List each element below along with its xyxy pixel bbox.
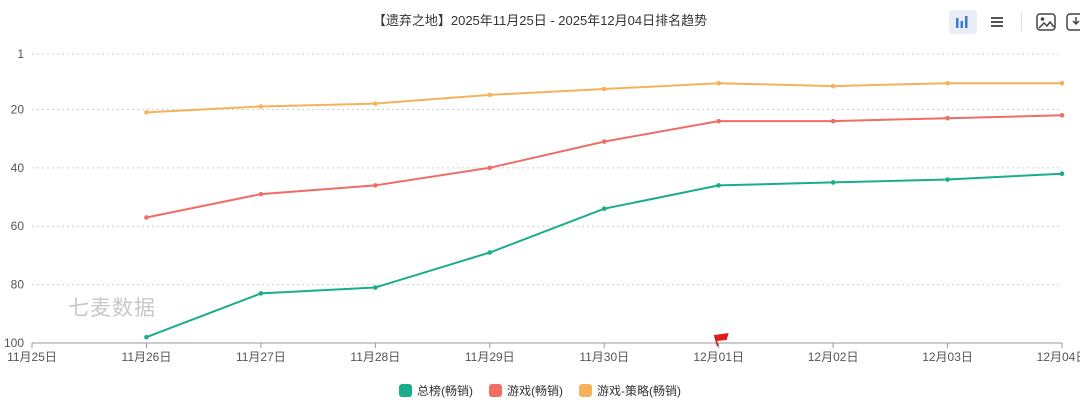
data-point-games[interactable] bbox=[716, 118, 721, 124]
data-point-games[interactable] bbox=[830, 118, 836, 124]
chart-legend: 总榜(畅销) 游戏(畅销) 游戏-策略(畅销) bbox=[0, 382, 1080, 399]
y-tick-label: 20 bbox=[11, 102, 25, 116]
data-point-games[interactable] bbox=[601, 139, 607, 144]
data-point-strategy[interactable] bbox=[487, 92, 493, 98]
x-tick-label: 11月30日 bbox=[579, 350, 629, 364]
x-tick-label: 12月03日 bbox=[922, 350, 973, 364]
legend-swatch bbox=[399, 384, 412, 397]
watermark: 七麦数据 bbox=[68, 297, 156, 320]
data-point-overall[interactable] bbox=[487, 250, 493, 255]
bar-chart-view-button[interactable] bbox=[949, 10, 977, 34]
data-point-strategy[interactable] bbox=[258, 104, 264, 109]
y-tick-label: 1 bbox=[17, 47, 24, 61]
flag-pole bbox=[713, 334, 719, 347]
data-point-games[interactable] bbox=[945, 115, 950, 121]
x-tick-label: 11月29日 bbox=[465, 350, 515, 364]
grid-lines bbox=[32, 53, 1062, 344]
y-tick-label: 60 bbox=[11, 219, 25, 233]
data-point-overall[interactable] bbox=[144, 334, 149, 340]
data-point-strategy[interactable] bbox=[1059, 80, 1065, 86]
toolbar-divider bbox=[1021, 13, 1022, 31]
data-point-overall[interactable] bbox=[716, 183, 721, 188]
x-axis: 11月25日 11月26日 11月27日 11月28日 11月29日 11月30日 12月0… bbox=[7, 343, 1080, 364]
data-point-games[interactable] bbox=[487, 165, 493, 171]
x-tick-label: 11月27日 bbox=[236, 350, 286, 364]
data-point-games[interactable] bbox=[144, 215, 149, 220]
x-tick-label: 11月25日 bbox=[7, 350, 57, 364]
series-lines bbox=[144, 80, 1065, 340]
x-tick-label: 11月28日 bbox=[350, 350, 400, 364]
y-tick-label: 80 bbox=[11, 278, 25, 292]
x-tick-label: 12月02日 bbox=[808, 350, 859, 364]
y-axis-ticks: 1 20 40 60 80 100 bbox=[4, 47, 24, 350]
y-tick-label: 40 bbox=[11, 161, 25, 175]
x-tick-label: 11月26日 bbox=[122, 350, 172, 364]
series-line-overall bbox=[146, 172, 1063, 339]
legend-label: 总榜(畅销) bbox=[417, 384, 473, 398]
flag-marker bbox=[713, 333, 729, 347]
legend-item-strategy[interactable]: 游戏-策略(畅销) bbox=[579, 382, 681, 399]
legend-label: 游戏(畅销) bbox=[507, 384, 563, 398]
chart-toolbar bbox=[949, 10, 1080, 34]
x-tick-label: 12月01日 bbox=[693, 350, 744, 364]
series-line-games bbox=[146, 114, 1063, 219]
list-view-button[interactable] bbox=[983, 10, 1011, 34]
data-point-overall[interactable] bbox=[830, 180, 836, 185]
data-point-strategy[interactable] bbox=[373, 101, 378, 106]
legend-swatch bbox=[489, 384, 502, 397]
legend-label: 游戏-策略(畅销) bbox=[597, 384, 681, 398]
data-point-strategy[interactable] bbox=[716, 80, 721, 86]
data-point-strategy[interactable] bbox=[144, 110, 149, 115]
image-icon bbox=[1036, 13, 1056, 31]
legend-item-games[interactable]: 游戏(畅销) bbox=[489, 382, 563, 399]
legend-item-overall[interactable]: 总榜(畅销) bbox=[399, 382, 473, 399]
list-icon bbox=[991, 17, 1003, 27]
chart-title: 【遗弃之地】2025年11月25日 - 2025年12月04日排名趋势 bbox=[372, 13, 708, 28]
data-point-strategy[interactable] bbox=[830, 83, 836, 89]
data-point-overall[interactable] bbox=[258, 291, 264, 296]
save-image-button[interactable] bbox=[1032, 10, 1060, 34]
data-point-overall[interactable] bbox=[601, 206, 607, 212]
flag-icon[interactable] bbox=[714, 333, 729, 341]
data-point-overall[interactable] bbox=[1059, 171, 1065, 176]
x-tick-label: 12月04日 bbox=[1037, 350, 1080, 364]
data-point-strategy[interactable] bbox=[945, 80, 950, 86]
data-point-overall[interactable] bbox=[945, 177, 950, 182]
legend-swatch bbox=[579, 384, 592, 397]
download-button[interactable] bbox=[1066, 10, 1080, 34]
data-point-games[interactable] bbox=[1059, 113, 1065, 118]
data-point-games[interactable] bbox=[373, 183, 378, 188]
download-icon bbox=[1066, 13, 1080, 31]
data-point-games[interactable] bbox=[258, 191, 264, 197]
bar-chart-icon bbox=[956, 16, 968, 28]
data-point-strategy[interactable] bbox=[601, 86, 607, 92]
y-tick-label: 100 bbox=[4, 336, 24, 350]
data-point-overall[interactable] bbox=[373, 285, 378, 290]
